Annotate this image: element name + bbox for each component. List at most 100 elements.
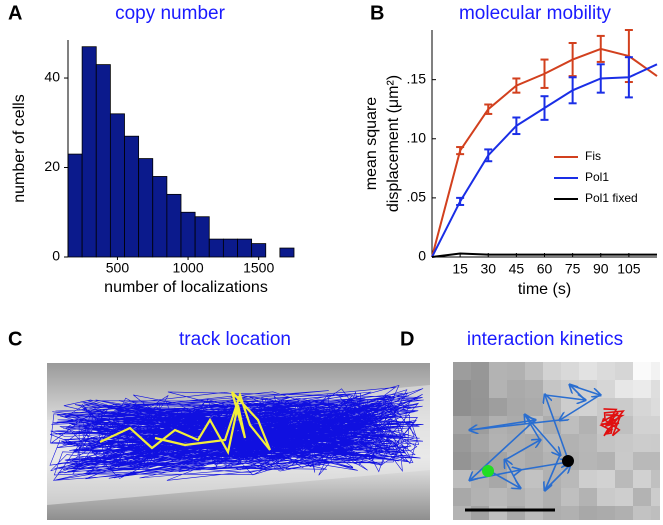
pixel [453,488,471,506]
pixel [633,506,651,520]
bar [95,64,111,258]
y-tick-label: 20 [44,158,60,174]
pixel [561,470,579,488]
error-bar [568,76,577,105]
pixel [597,488,615,506]
pixel [615,488,633,506]
chart-title: copy number [115,3,226,24]
error-bar [512,116,521,136]
pixel [453,380,471,398]
pixel [651,380,660,398]
pixel [579,452,597,470]
pixel [507,434,525,452]
step-arrow [545,454,561,490]
legend-label: Fis [585,149,601,163]
pixel [489,362,507,380]
x-axis-label: number of localizations [104,279,268,296]
pixel [615,470,633,488]
pixel [453,398,471,416]
x-tick-label: 90 [593,261,609,277]
bar [237,238,253,258]
bar [180,211,196,258]
pixel [561,434,579,452]
pixel [633,452,651,470]
pixel [489,434,507,452]
pixel [471,416,489,434]
error-bar [484,148,493,163]
track-image [47,363,430,520]
pixel [633,488,651,506]
pixel [525,488,543,506]
pixel [651,452,660,470]
pixel [507,380,525,398]
step-arrow [545,395,571,466]
pixel [471,398,489,416]
legend-label: Pol1 [585,170,609,184]
pixel [579,416,597,434]
pixel [507,362,525,380]
bar [166,193,182,258]
y-tick-label: .10 [407,129,427,145]
error-bar [540,58,549,89]
panel-label: A [8,2,22,24]
pixel [597,452,615,470]
pixel [525,470,543,488]
pixel [543,488,561,506]
x-tick-label: 1000 [172,260,203,276]
pixel [651,416,660,434]
pixel [525,380,543,398]
pixel [597,506,615,520]
legend-label: Pol1 fixed [585,191,638,205]
pixel [543,362,561,380]
pixel [651,470,660,488]
error-bar [624,56,633,99]
pixel [633,380,651,398]
pixel [453,434,471,452]
pixel [543,434,561,452]
panel-title: interaction kinetics [467,329,623,350]
pixel [561,416,579,434]
pixel [579,506,597,520]
step-arrow [544,394,585,400]
pixel [633,470,651,488]
step-arrow [569,384,600,395]
pixel [651,488,660,506]
pixel [525,398,543,416]
panel-title: track location [179,329,291,350]
pixel [489,452,507,470]
bar [279,247,295,258]
bar [67,153,83,258]
bar [81,46,97,258]
pixel [507,398,525,416]
y-tick-label: 0 [418,248,426,264]
bar [109,113,125,258]
error-bar [456,196,465,206]
error-bar [484,103,493,115]
step-arrow [560,394,601,420]
y-axis-label: number of cells [11,94,28,203]
start-point [482,465,494,477]
pixel [651,434,660,452]
x-tick-label: 75 [565,261,581,277]
pixel [651,362,660,380]
pixel [597,434,615,452]
pixel [579,488,597,506]
step-arrow [469,420,535,431]
pixel [597,362,615,380]
bar [208,238,224,258]
pixel [561,380,579,398]
x-tick-label: 105 [617,261,641,277]
pixel [615,380,633,398]
x-tick-label: 1500 [243,260,274,276]
y-axis-label: displacement (μm²) [385,75,402,212]
pixel [633,434,651,452]
pixel [561,488,579,506]
pixel [471,380,489,398]
chart-title: molecular mobility [459,3,612,24]
pixel [453,452,471,470]
pixel [615,362,633,380]
panel-label: C [8,328,22,350]
pixel [633,398,651,416]
pixel [471,488,489,506]
panel-label: B [370,2,384,24]
